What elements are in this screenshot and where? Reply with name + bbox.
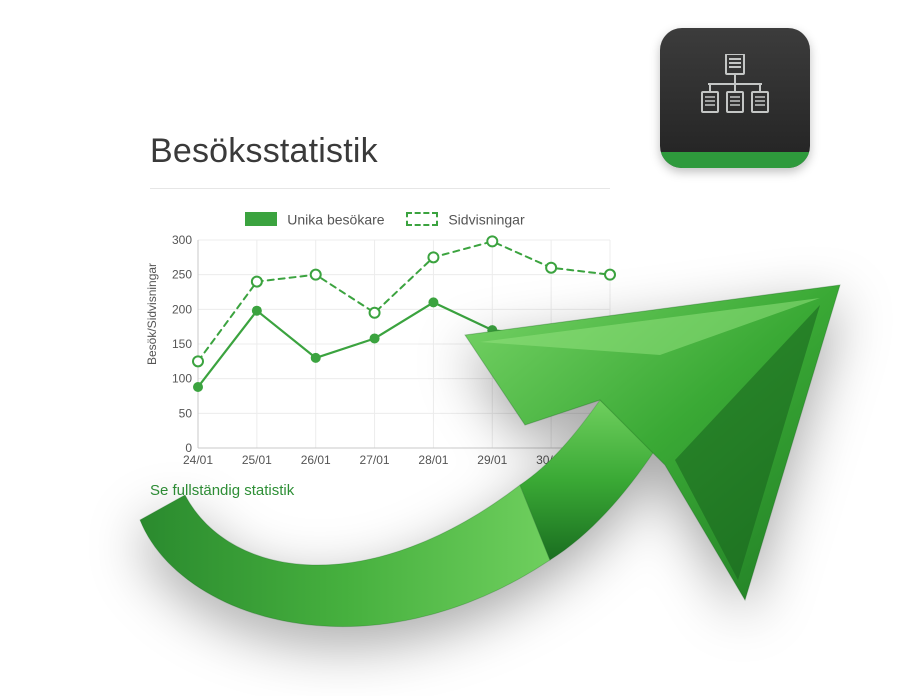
svg-text:31/01: 31/01 [595,453,620,467]
svg-text:25/01: 25/01 [242,453,272,467]
svg-text:50: 50 [179,406,193,420]
full-stats-link[interactable]: Se fullständig statistik [150,482,294,499]
svg-text:150: 150 [172,337,192,351]
title-divider [150,188,610,189]
legend-label-a: Unika besökare [287,211,384,227]
svg-text:200: 200 [172,302,192,316]
svg-text:30/01: 30/01 [536,453,566,467]
svg-text:250: 250 [172,268,192,282]
svg-text:100: 100 [172,372,192,386]
app-icon-card [660,28,810,168]
page-title: Besöksstatistik [150,132,378,171]
svg-text:24/01: 24/01 [183,453,213,467]
svg-text:27/01: 27/01 [360,453,390,467]
svg-text:29/01: 29/01 [477,453,507,467]
legend-swatch-dashed [406,212,438,226]
legend-swatch-solid [245,212,277,226]
svg-text:300: 300 [172,233,192,247]
chart-canvas: 05010015020025030024/0125/0126/0127/0128… [150,232,620,472]
chart-legend: Unika besökare Sidvisningar [150,210,620,227]
sitemap-icon [698,54,772,128]
legend-label-b: Sidvisningar [448,211,524,227]
svg-text:28/01: 28/01 [418,453,448,467]
app-card-accent [660,152,810,168]
svg-text:26/01: 26/01 [301,453,331,467]
